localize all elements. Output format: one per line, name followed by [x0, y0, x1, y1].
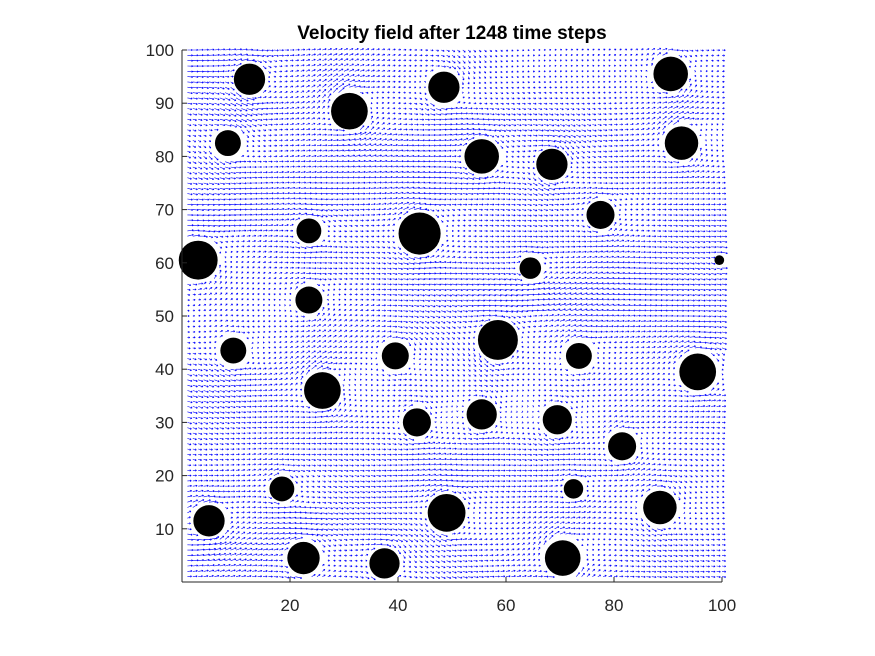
obstacle — [178, 240, 218, 280]
x-tick-label: 80 — [605, 596, 624, 615]
x-tick-label: 20 — [281, 596, 300, 615]
obstacle — [193, 505, 225, 537]
y-tick-label: 40 — [155, 360, 174, 379]
obstacle — [381, 342, 409, 370]
obstacle — [427, 493, 466, 532]
y-tick-label: 30 — [155, 413, 174, 432]
y-tick-label: 70 — [155, 201, 174, 220]
obstacle — [643, 490, 677, 525]
y-tick-label: 10 — [155, 520, 174, 539]
obstacle — [402, 408, 431, 437]
velocity-arrow-set — [187, 47, 728, 581]
obstacle — [233, 63, 266, 95]
x-tick-label: 40 — [389, 596, 408, 615]
obstacle — [563, 479, 584, 499]
obstacle — [679, 353, 717, 391]
y-ticks: 10 20 30 40 50 60 70 80 90 100 — [146, 41, 187, 539]
obstacle — [653, 56, 688, 92]
obstacle — [464, 139, 499, 174]
obstacle — [519, 257, 542, 279]
y-tick-label: 20 — [155, 467, 174, 486]
velocity-arrows — [187, 47, 728, 581]
obstacle — [295, 286, 323, 314]
x-ticks: 20 40 60 80 100 — [281, 577, 736, 615]
obstacle — [544, 540, 581, 576]
obstacle — [220, 337, 247, 364]
obstacle — [466, 399, 497, 430]
x-tick-label: 100 — [708, 596, 736, 615]
obstacle — [714, 255, 725, 265]
obstacle — [214, 130, 241, 157]
obstacle — [287, 541, 320, 575]
obstacle — [331, 92, 368, 130]
y-tick-label: 50 — [155, 307, 174, 326]
obstacle — [369, 548, 400, 579]
obstacle — [664, 126, 699, 160]
plot-area — [178, 47, 728, 581]
axes: 20 40 60 80 100 10 20 30 40 50 60 70 80 90 100 — [146, 41, 737, 615]
obstacle — [542, 405, 572, 435]
obstacle — [398, 212, 441, 255]
obstacle — [477, 319, 518, 360]
y-tick-label: 100 — [146, 41, 174, 60]
obstacle — [269, 476, 295, 502]
obstacle — [296, 218, 322, 244]
obstacle — [586, 200, 615, 229]
obstacle — [428, 71, 460, 103]
x-tick-label: 60 — [497, 596, 516, 615]
obstacle — [608, 432, 637, 461]
y-tick-label: 90 — [155, 94, 174, 113]
chart-title: Velocity field after 1248 time steps — [297, 23, 606, 44]
obstacles — [178, 56, 725, 579]
y-tick-label: 80 — [155, 147, 174, 166]
y-tick-label: 60 — [155, 254, 174, 273]
obstacle — [536, 148, 568, 181]
obstacle — [304, 372, 341, 409]
obstacle — [565, 342, 592, 369]
